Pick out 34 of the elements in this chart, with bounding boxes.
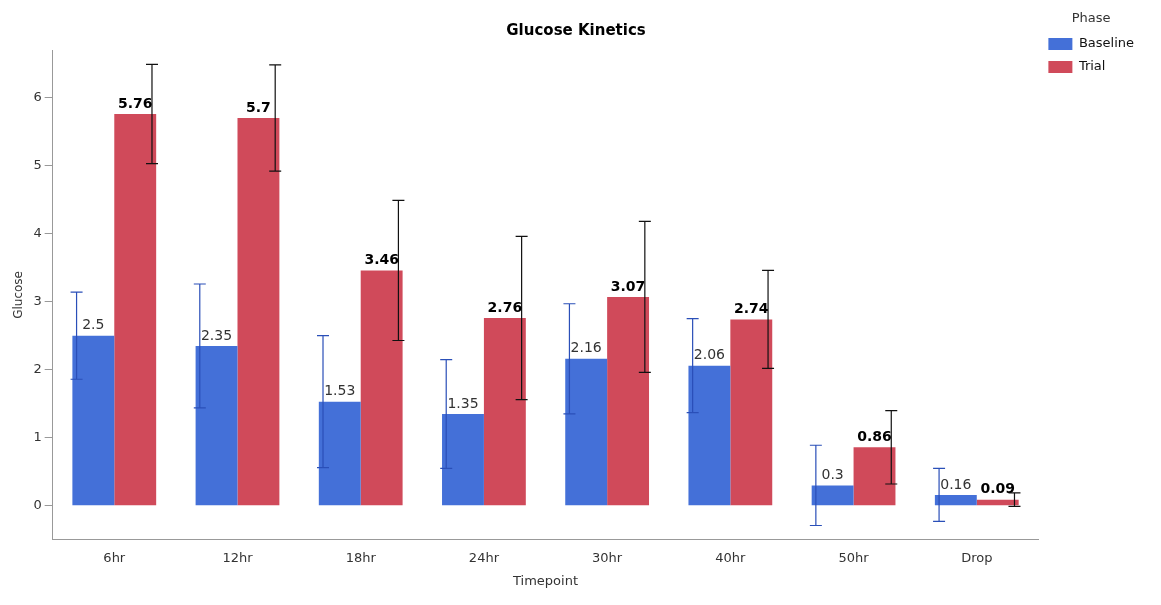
x-tick-label: 50hr [838, 549, 870, 565]
data-label: 2.06 [693, 346, 726, 363]
data-label: 0.16 [940, 475, 972, 492]
y-tick-label: 4 [33, 225, 42, 241]
y-tick-label: 2 [33, 361, 42, 377]
data-label: 2.74 [734, 300, 769, 317]
x-tick-label: 18hr [345, 549, 377, 565]
x-tick-label: 40hr [715, 549, 747, 565]
y-tick-label: 5 [33, 157, 42, 173]
data-label: 1.35 [447, 394, 479, 411]
x-tick-label: 24hr [468, 549, 500, 565]
data-label: 3.07 [610, 277, 646, 294]
data-label: 2.5 [82, 316, 105, 333]
legend-title: Phase [1071, 9, 1111, 25]
y-tick-label: 1 [33, 429, 42, 445]
x-tick-label: Drop [961, 549, 993, 565]
data-label: 2.16 [570, 339, 602, 356]
data-label: 0.3 [821, 466, 844, 483]
data-label: 0.86 [857, 427, 892, 444]
data-label: 5.7 [246, 98, 271, 115]
y-axis-title: Glucose [11, 270, 26, 319]
y-tick-label: 6 [33, 88, 42, 104]
chart-title: Glucose Kinetics [506, 20, 646, 39]
x-tick-label: 6hr [103, 549, 126, 565]
y-tick-label: 3 [33, 293, 42, 309]
x-axis-title: Timepoint [512, 572, 579, 588]
x-tick-label: 12hr [222, 549, 254, 565]
y-tick-label: 0 [33, 497, 42, 513]
legend-label: Baseline [1078, 35, 1135, 51]
x-tick-label: 30hr [592, 549, 623, 565]
legend-label: Trial [1077, 58, 1106, 74]
data-label: 0.09 [980, 480, 1015, 497]
data-label: 1.53 [324, 382, 356, 399]
data-label: 2.35 [200, 326, 233, 343]
